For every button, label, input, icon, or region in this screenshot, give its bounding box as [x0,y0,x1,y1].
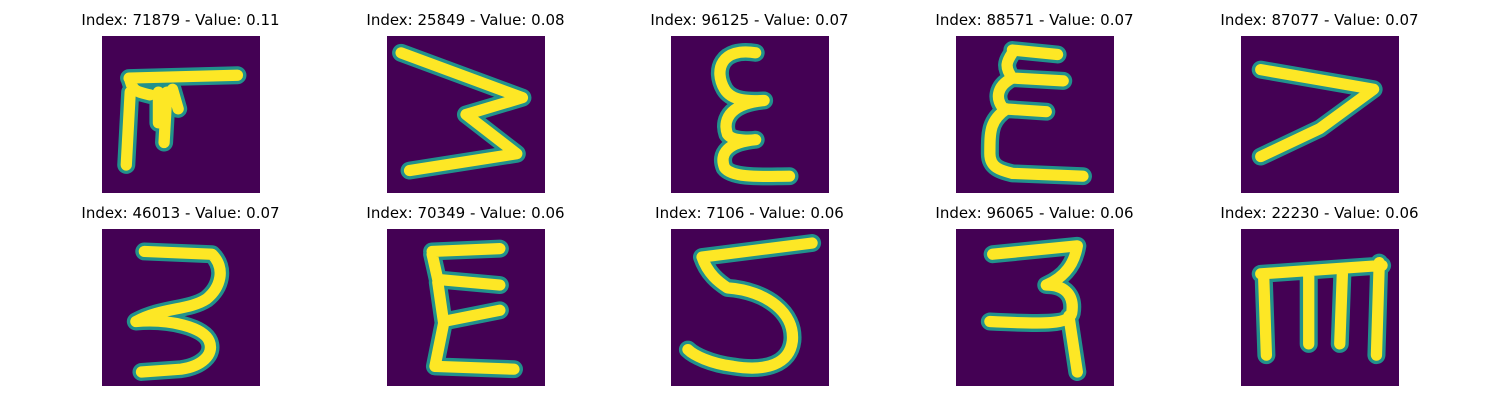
panel-title: Index: 70349 - Value: 0.06 [366,204,565,222]
digit-image [387,36,545,193]
panel-5: Index: 87077 - Value: 0.07 [1177,10,1462,200]
digit-image [102,229,260,386]
digit-image [671,229,829,386]
digit-image [387,229,545,386]
digit-stroke [395,47,529,177]
digit-stroke [984,240,1083,378]
panel-6: Index: 46013 - Value: 0.07 [38,203,323,393]
digit-image [956,229,1114,386]
panel-title: Index: 7106 - Value: 0.06 [655,204,844,222]
panel-1: Index: 71879 - Value: 0.11 [38,10,323,200]
digit-stroke [120,69,244,171]
panel-2: Index: 25849 - Value: 0.08 [323,10,608,200]
digit-stroke [130,245,226,378]
digit-stroke [426,243,520,375]
digit-image [956,36,1114,193]
digit-stroke [1255,257,1388,361]
panel-title: Index: 87077 - Value: 0.07 [1220,11,1419,29]
panel-title: Index: 22230 - Value: 0.06 [1220,204,1419,222]
digit-stroke [682,237,818,374]
image-background [1241,36,1399,193]
digit-stroke [984,44,1089,182]
panel-title: Index: 96125 - Value: 0.07 [650,11,849,29]
digit-image [1241,36,1399,193]
panel-title: Index: 46013 - Value: 0.07 [81,204,280,222]
panel-7: Index: 70349 - Value: 0.06 [323,203,608,393]
panel-title: Index: 25849 - Value: 0.08 [366,11,565,29]
digit-image [102,36,260,193]
panel-3: Index: 96125 - Value: 0.07 [607,10,892,200]
digit-stroke [714,46,796,183]
digit-stroke [1255,64,1380,163]
image-background [671,36,829,193]
panel-8: Index: 7106 - Value: 0.06 [607,203,892,393]
digit-image [1241,229,1399,386]
panel-4: Index: 88571 - Value: 0.07 [892,10,1177,200]
panel-title: Index: 71879 - Value: 0.11 [81,11,280,29]
panel-9: Index: 96065 - Value: 0.06 [892,203,1177,393]
panel-title: Index: 96065 - Value: 0.06 [935,204,1134,222]
panel-10: Index: 22230 - Value: 0.06 [1177,203,1462,393]
digit-image [671,36,829,193]
panel-title: Index: 88571 - Value: 0.07 [935,11,1134,29]
